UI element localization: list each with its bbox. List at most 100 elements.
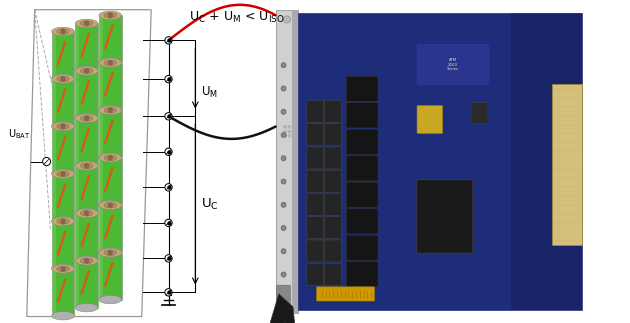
Circle shape	[84, 211, 89, 216]
Polygon shape	[99, 63, 122, 110]
Circle shape	[165, 37, 172, 44]
Circle shape	[84, 21, 89, 26]
Polygon shape	[76, 119, 98, 165]
FancyBboxPatch shape	[511, 13, 581, 310]
FancyBboxPatch shape	[276, 10, 299, 313]
Text: U$_{\mathrm{C}}$: U$_{\mathrm{C}}$	[201, 197, 219, 212]
Ellipse shape	[76, 209, 98, 218]
Polygon shape	[99, 205, 122, 252]
Text: U$_{\mathrm{BAT}}$: U$_{\mathrm{BAT}}$	[8, 127, 31, 141]
Polygon shape	[267, 294, 296, 323]
FancyBboxPatch shape	[346, 103, 378, 128]
Ellipse shape	[52, 264, 74, 273]
Polygon shape	[52, 269, 55, 316]
Ellipse shape	[99, 248, 122, 256]
Ellipse shape	[76, 113, 98, 122]
FancyBboxPatch shape	[307, 100, 324, 122]
FancyBboxPatch shape	[471, 103, 488, 123]
Ellipse shape	[99, 58, 122, 67]
Text: U$_{\mathrm{M}}$: U$_{\mathrm{M}}$	[201, 85, 218, 100]
FancyBboxPatch shape	[299, 13, 581, 310]
Polygon shape	[76, 24, 79, 70]
Ellipse shape	[99, 105, 122, 114]
Polygon shape	[52, 32, 74, 78]
FancyBboxPatch shape	[307, 217, 324, 239]
Ellipse shape	[52, 170, 74, 178]
Ellipse shape	[76, 303, 98, 312]
Circle shape	[281, 156, 286, 161]
Ellipse shape	[52, 74, 74, 83]
Polygon shape	[76, 166, 79, 213]
Circle shape	[84, 258, 89, 264]
Text: |||||||
|||||||
|||||||: ||||||| ||||||| |||||||	[282, 125, 292, 138]
Ellipse shape	[57, 219, 69, 224]
Circle shape	[281, 272, 286, 277]
Ellipse shape	[104, 155, 117, 161]
Ellipse shape	[52, 169, 74, 178]
Ellipse shape	[76, 66, 98, 75]
FancyBboxPatch shape	[552, 84, 581, 245]
Ellipse shape	[52, 27, 74, 36]
Ellipse shape	[99, 106, 122, 115]
Ellipse shape	[99, 201, 122, 210]
Circle shape	[281, 109, 286, 114]
FancyBboxPatch shape	[324, 240, 341, 262]
Circle shape	[108, 108, 113, 113]
FancyBboxPatch shape	[307, 170, 324, 192]
Circle shape	[281, 225, 286, 231]
Polygon shape	[52, 222, 55, 268]
Ellipse shape	[81, 258, 93, 264]
FancyBboxPatch shape	[324, 147, 341, 169]
Ellipse shape	[57, 171, 69, 177]
Circle shape	[84, 68, 89, 74]
Ellipse shape	[52, 311, 74, 320]
Ellipse shape	[99, 58, 122, 67]
Circle shape	[108, 155, 113, 161]
Circle shape	[165, 113, 172, 120]
Text: ATM
2000
Series: ATM 2000 Series	[447, 58, 459, 71]
Polygon shape	[52, 127, 55, 173]
Polygon shape	[52, 174, 55, 221]
FancyBboxPatch shape	[324, 124, 341, 146]
Polygon shape	[52, 79, 74, 126]
Polygon shape	[76, 214, 98, 260]
Circle shape	[281, 132, 286, 138]
Circle shape	[108, 250, 113, 255]
Circle shape	[108, 13, 113, 18]
Ellipse shape	[81, 163, 93, 169]
Polygon shape	[76, 261, 79, 307]
FancyBboxPatch shape	[346, 156, 378, 181]
Polygon shape	[76, 261, 98, 307]
Circle shape	[84, 163, 89, 169]
Circle shape	[165, 219, 172, 227]
Ellipse shape	[76, 256, 98, 265]
FancyBboxPatch shape	[417, 180, 472, 253]
FancyBboxPatch shape	[346, 262, 378, 287]
FancyBboxPatch shape	[346, 182, 378, 207]
Circle shape	[281, 179, 286, 184]
FancyBboxPatch shape	[292, 10, 299, 313]
Ellipse shape	[99, 153, 122, 162]
Polygon shape	[52, 127, 74, 173]
Ellipse shape	[57, 29, 69, 34]
Polygon shape	[76, 166, 98, 213]
Circle shape	[284, 16, 290, 23]
Polygon shape	[52, 32, 55, 78]
Ellipse shape	[81, 116, 93, 121]
Polygon shape	[99, 205, 103, 252]
Ellipse shape	[52, 122, 74, 131]
Polygon shape	[52, 269, 74, 316]
Ellipse shape	[99, 248, 122, 257]
Polygon shape	[99, 158, 103, 205]
Circle shape	[60, 171, 66, 177]
Ellipse shape	[52, 265, 74, 273]
FancyBboxPatch shape	[417, 44, 488, 85]
Polygon shape	[76, 214, 79, 260]
Ellipse shape	[81, 68, 93, 74]
FancyBboxPatch shape	[346, 235, 378, 260]
Ellipse shape	[76, 67, 98, 75]
Text: U$_{\mathrm{C}}$ + U$_{\mathrm{M}}$ < U$_{\mathrm{ISO}}$: U$_{\mathrm{C}}$ + U$_{\mathrm{M}}$ < U$…	[189, 10, 285, 25]
FancyBboxPatch shape	[324, 263, 341, 285]
Polygon shape	[52, 222, 74, 268]
Ellipse shape	[99, 153, 122, 162]
